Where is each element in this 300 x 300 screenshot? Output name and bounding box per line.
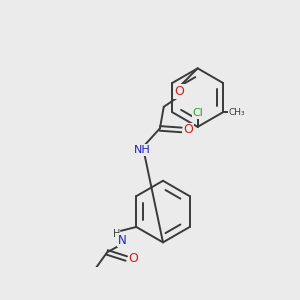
Text: Cl: Cl bbox=[192, 108, 203, 118]
Text: O: O bbox=[174, 85, 184, 98]
Text: O: O bbox=[184, 123, 193, 136]
Text: CH₃: CH₃ bbox=[229, 108, 245, 117]
Text: NH: NH bbox=[134, 145, 151, 155]
Text: O: O bbox=[128, 252, 138, 265]
Text: N: N bbox=[118, 233, 127, 247]
Text: H: H bbox=[112, 229, 120, 239]
